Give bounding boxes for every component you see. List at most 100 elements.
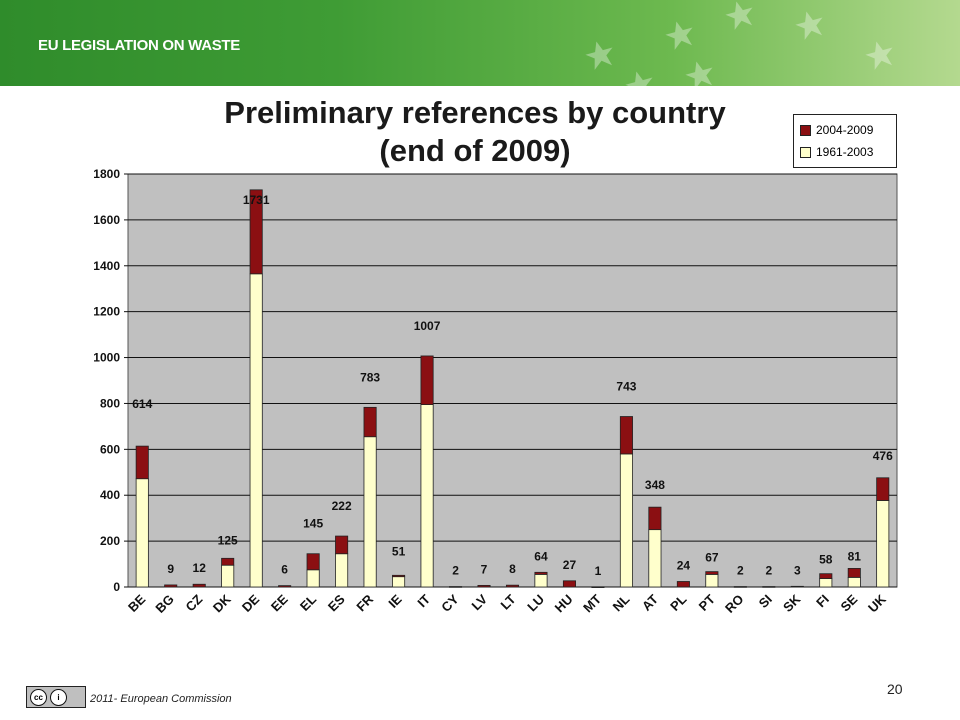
bar-segment-1961-2003: [534, 573, 548, 588]
data-label: 2: [452, 564, 459, 578]
x-tick-label: CZ: [182, 591, 205, 614]
bar-segment-2004-2009: [505, 584, 520, 588]
legend-swatch-recent: [800, 124, 811, 136]
bar-segment-2004-2009: [790, 585, 804, 588]
legend-swatch-early: [800, 146, 811, 158]
data-label: 1: [595, 564, 602, 578]
data-label: 222: [332, 499, 352, 513]
eu-stars-decoration: [582, 0, 897, 86]
bar-segment-2004-2009: [762, 586, 776, 588]
x-tick-label: HU: [552, 592, 576, 616]
y-tick-label: 1400: [93, 259, 120, 273]
data-label: 58: [819, 553, 833, 567]
bar-segment-1961-2003: [306, 569, 320, 588]
copyright-text: 2011- European Commission: [90, 693, 232, 705]
data-label: 81: [848, 549, 862, 563]
bar-segment-2004-2009: [135, 445, 149, 480]
bar-segment-1961-2003: [335, 553, 349, 588]
x-tick-label: BE: [125, 591, 149, 615]
bar-segment-2004-2009: [278, 585, 292, 588]
bar-segment-2004-2009: [534, 571, 548, 575]
bar-segment-2004-2009: [221, 557, 235, 566]
data-label: 743: [616, 380, 636, 394]
data-label: 125: [218, 533, 238, 547]
bar-segment-2004-2009: [847, 568, 861, 578]
legend-item-early: 1961-2003: [800, 144, 873, 160]
bar-segment-2004-2009: [477, 584, 491, 588]
x-tick-label: MT: [580, 591, 604, 615]
bar-segment-2004-2009: [648, 506, 662, 531]
x-tick-label: NL: [610, 591, 633, 614]
data-label: 3: [794, 563, 801, 577]
data-label: 145: [303, 517, 323, 531]
x-tick-label: ES: [325, 591, 348, 614]
x-tick-label: EE: [268, 591, 291, 614]
bar-segment-2004-2009: [876, 477, 890, 501]
x-tick-label: LT: [497, 591, 518, 612]
x-tick-label: SE: [838, 591, 861, 614]
data-label: 476: [873, 449, 893, 463]
bar-segment-2004-2009: [619, 416, 633, 455]
x-tick-label: FI: [813, 592, 832, 611]
y-tick-label: 400: [100, 488, 120, 502]
data-label: 7: [481, 562, 488, 576]
creative-commons-badge: cc i: [26, 686, 86, 708]
y-tick-label: 1600: [93, 213, 120, 227]
data-label: 27: [563, 558, 577, 572]
bar-segment-1961-2003: [648, 529, 662, 588]
x-tick-label: PT: [696, 591, 718, 613]
bar-segment-1961-2003: [819, 578, 833, 588]
y-tick-label: 0: [113, 580, 120, 594]
bar-segment-2004-2009: [562, 580, 576, 588]
x-tick-label: LU: [524, 592, 547, 615]
bar-segment-1961-2003: [847, 576, 861, 588]
cc-icon: cc: [30, 688, 47, 706]
data-label: 348: [645, 478, 665, 492]
x-tick-label: DE: [239, 591, 263, 615]
data-label: 67: [705, 551, 719, 565]
x-tick-label: LV: [468, 591, 490, 613]
legend-label-early: 1961-2003: [816, 145, 874, 159]
y-tick-label: 1200: [93, 305, 120, 319]
y-tick-label: 800: [100, 396, 120, 410]
x-tick-label: FR: [353, 591, 376, 614]
chart-legend: 2004-2009 1961-2003: [793, 114, 897, 168]
data-label: 614: [132, 397, 152, 411]
data-label: 783: [360, 370, 380, 384]
page-number: 20: [887, 681, 903, 697]
y-tick-label: 1800: [93, 167, 120, 181]
x-tick-label: SK: [780, 591, 804, 615]
x-tick-label: CY: [438, 591, 462, 615]
x-tick-label: BG: [152, 592, 176, 616]
bar-segment-2004-2009: [705, 571, 719, 575]
legend-item-recent: 2004-2009: [800, 122, 873, 138]
plot-area: [127, 173, 898, 588]
bar-segment-2004-2009: [249, 189, 263, 275]
header-banner: EU LEGISLATION ON WASTE: [0, 0, 960, 86]
bar-segment-1961-2003: [249, 273, 263, 588]
data-label: 8: [509, 562, 516, 576]
y-tick-label: 1000: [93, 351, 120, 365]
bar-segment-2004-2009: [363, 406, 377, 438]
bar-segment-1961-2003: [363, 436, 377, 588]
y-tick-label: 200: [100, 534, 120, 548]
bar-segment-2004-2009: [676, 581, 690, 588]
x-tick-label: DK: [210, 591, 234, 615]
legend-label-recent: 2004-2009: [816, 123, 874, 137]
bar-segment-2004-2009: [733, 586, 747, 588]
bar-segment-2004-2009: [591, 586, 605, 588]
data-label: 6: [281, 563, 288, 577]
x-tick-label: RO: [722, 592, 746, 616]
bar-segment-1961-2003: [619, 453, 633, 588]
x-tick-label: IE: [385, 591, 405, 611]
bar-segment-2004-2009: [420, 355, 434, 405]
chart-title-line-1: Preliminary references by country: [224, 95, 726, 130]
bar-segment-2004-2009: [335, 535, 349, 555]
bar-segment-1961-2003: [392, 576, 406, 588]
bar-segment-2004-2009: [449, 586, 463, 588]
banner-title: EU LEGISLATION ON WASTE: [38, 37, 240, 54]
bar-segment-1961-2003: [135, 478, 149, 588]
bar-segment-2004-2009: [164, 584, 178, 588]
bar-segment-1961-2003: [876, 500, 890, 588]
chart-title-line-2: (end of 2009): [379, 133, 571, 168]
